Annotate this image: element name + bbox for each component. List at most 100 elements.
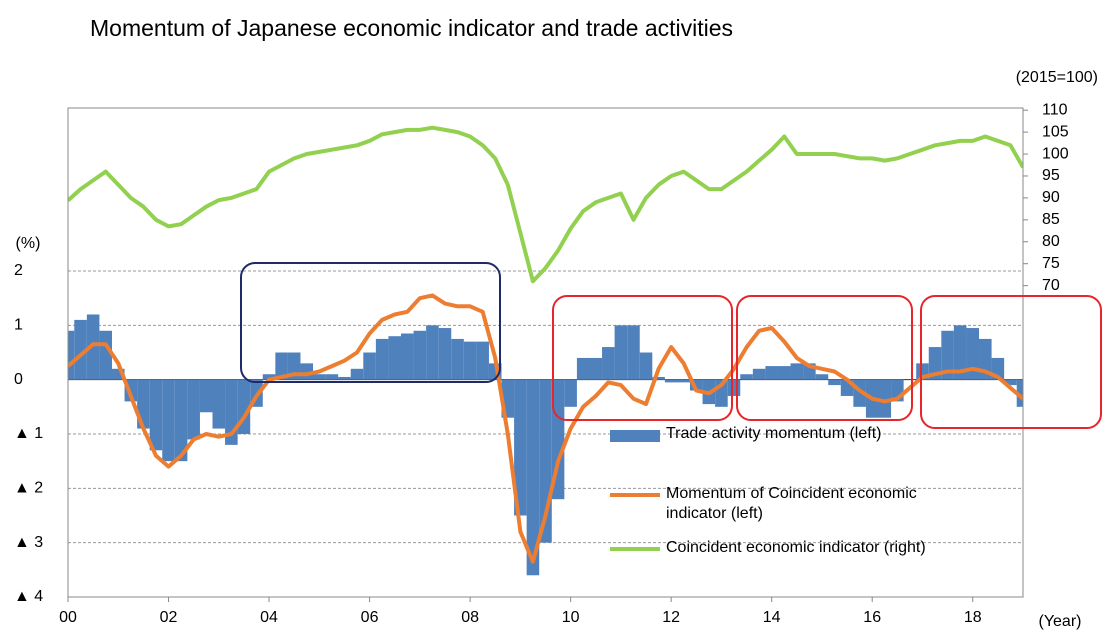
- y-axis-label: (%): [16, 235, 41, 252]
- legend: Trade activity momentum (left) Momentum o…: [610, 424, 950, 572]
- bar: [790, 363, 804, 380]
- bar: [664, 379, 678, 383]
- bar: [1016, 379, 1023, 407]
- bar: [74, 319, 87, 380]
- bar: [627, 325, 640, 380]
- bar: [740, 374, 753, 380]
- y-tick-label: 0: [14, 371, 23, 388]
- bar: [350, 368, 364, 380]
- legend-swatch: [610, 493, 660, 497]
- x-tick-label: 08: [461, 609, 479, 626]
- x-tick-label: 06: [361, 609, 379, 626]
- bar: [941, 330, 954, 380]
- highlight-box: [736, 295, 913, 421]
- legend-swatch: [610, 547, 660, 551]
- bar: [953, 325, 967, 380]
- x-tick-label: 16: [863, 609, 881, 626]
- bar: [589, 357, 603, 380]
- chart-title: Momentum of Japanese economic indicator …: [90, 15, 733, 41]
- y-tick-label: 1: [14, 317, 23, 334]
- bar: [752, 368, 766, 380]
- y2-tick-label: 90: [1042, 189, 1060, 206]
- bar: [262, 374, 276, 380]
- y2-tick-label: 75: [1042, 255, 1060, 272]
- y-tick-label: 2: [14, 262, 23, 279]
- y2-tick-label: 100: [1042, 145, 1069, 162]
- bar: [451, 338, 464, 380]
- legend-label: Coincident economic indicator (right): [666, 539, 926, 556]
- bar: [815, 374, 829, 380]
- y-tick-label: ▲ 4: [14, 588, 43, 605]
- bar: [375, 338, 389, 380]
- bar: [576, 357, 590, 380]
- bar: [514, 379, 527, 516]
- bar: [400, 333, 414, 380]
- bar: [602, 347, 615, 380]
- bar: [639, 352, 653, 380]
- bar: [765, 366, 778, 380]
- x-tick-label: 04: [260, 609, 278, 626]
- bar: [199, 379, 213, 413]
- bar: [878, 379, 892, 418]
- y-tick-label: ▲ 1: [14, 425, 43, 442]
- bar: [476, 341, 489, 380]
- bar: [828, 379, 841, 386]
- legend-item: Momentum of Coincident economic indicato…: [610, 484, 950, 524]
- legend-label: Trade activity momentum (left): [666, 425, 882, 442]
- y-tick-label: ▲ 2: [14, 480, 43, 497]
- legend-label: Momentum of Coincident economic indicato…: [666, 485, 917, 522]
- bar: [677, 379, 691, 383]
- y2-tick-label: 70: [1042, 277, 1060, 294]
- bar: [438, 328, 452, 380]
- bar: [564, 379, 577, 407]
- legend-item: Trade activity momentum (left): [610, 424, 950, 444]
- x-tick-label: 00: [59, 609, 77, 626]
- x-tick-label: 10: [562, 609, 580, 626]
- y2-tick-label: 95: [1042, 167, 1060, 184]
- bar: [212, 379, 226, 429]
- x-tick-label: 18: [964, 609, 982, 626]
- bar: [86, 314, 100, 380]
- bar: [1004, 379, 1017, 386]
- y2-tick-label: 85: [1042, 211, 1060, 228]
- bar: [68, 330, 75, 380]
- y-tick-label: ▲ 3: [14, 534, 43, 551]
- bar: [652, 376, 665, 380]
- highlight-box: [920, 295, 1102, 429]
- bar: [325, 374, 339, 380]
- bar: [162, 379, 175, 462]
- bar: [463, 341, 477, 380]
- bar: [99, 330, 112, 380]
- line: [68, 125, 1023, 284]
- bar: [363, 352, 376, 380]
- legend-swatch: [610, 430, 660, 442]
- bar: [187, 379, 200, 440]
- bar: [413, 330, 427, 380]
- x-tick-label: 12: [662, 609, 680, 626]
- highlight-box: [240, 262, 501, 383]
- bar: [614, 325, 628, 380]
- legend-item: Coincident economic indicator (right): [610, 538, 950, 558]
- highlight-box: [552, 295, 733, 421]
- bar: [149, 379, 163, 451]
- bar: [275, 352, 288, 380]
- bar: [777, 366, 791, 380]
- y2-tick-label: 80: [1042, 233, 1060, 250]
- bar: [338, 376, 351, 380]
- bar: [426, 325, 439, 380]
- y2-axis-label: (2015=100): [1016, 69, 1098, 86]
- x-tick-label: 02: [160, 609, 178, 626]
- bar: [966, 328, 980, 380]
- bar: [111, 368, 125, 380]
- bar: [690, 379, 703, 391]
- bar: [388, 336, 401, 380]
- bar: [174, 379, 188, 462]
- y2-tick-label: 105: [1042, 123, 1069, 140]
- bar: [727, 379, 741, 396]
- x-axis-label: (Year): [1039, 613, 1082, 630]
- plot-frame: [67, 107, 1024, 598]
- bar: [526, 379, 540, 576]
- y2-tick-label: 110: [1042, 101, 1068, 118]
